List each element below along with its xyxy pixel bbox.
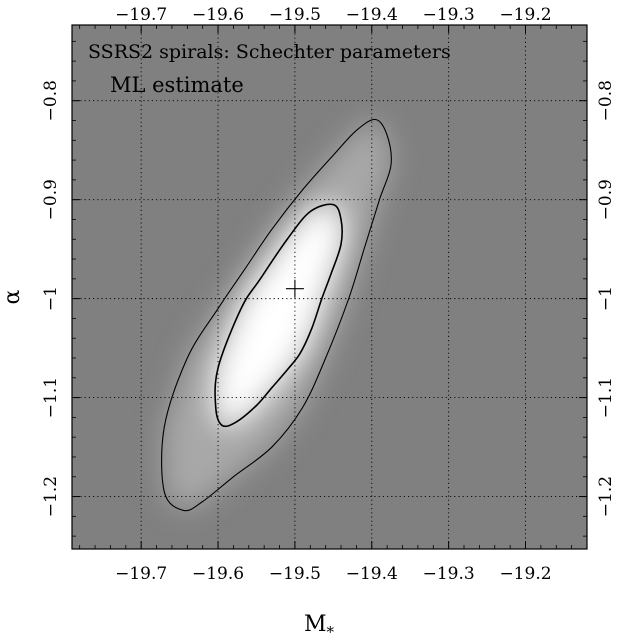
axis-ticks: −19.7 −19.7 −19.6 −19.6 −19.5 −19.5 −19.4 −19.4… [41,5,616,584]
y-tick-label-left: −0.9 [41,179,61,220]
y-tick-label-right: −1 [596,286,616,311]
chart-title: SSRS2 spirals: Schechter parameters [88,41,451,63]
x-tick-label-top: −19.6 [192,5,244,25]
y-tick-label-right: −0.8 [596,80,616,121]
x-tick-label-bottom: −19.3 [423,564,475,584]
x-tick-label-bottom: −19.5 [269,564,321,584]
x-tick-label-top: −19.5 [269,5,321,25]
y-tick-label-right: −1.2 [596,476,616,517]
contour-outer [161,118,392,512]
gridlines [72,25,587,549]
likelihood-heatmap [164,119,391,511]
y-tick-label-left: −0.8 [41,80,61,121]
best-fit-marker [285,279,304,298]
contours [161,118,392,512]
y-tick-label-left: −1.1 [41,377,61,418]
x-axis-label: M* [304,612,335,639]
y-tick-label-left: −1 [41,286,61,311]
x-tick-label-top: −19.2 [499,5,551,25]
chart-subtitle: ML estimate [110,73,244,97]
x-axis-label-main: M [304,612,327,637]
x-tick-label-bottom: −19.2 [499,564,551,584]
y-axis-label: α [0,289,25,304]
x-tick-label-bottom: −19.7 [115,564,167,584]
contour-inner [214,203,343,428]
x-tick-label-top: −19.3 [423,5,475,25]
plot-frame [71,24,588,550]
heatmap-peak [230,232,329,366]
x-tick-label-bottom: −19.6 [192,564,244,584]
x-tick-label-top: −19.7 [115,5,167,25]
x-axis-label-subscript: * [327,623,335,639]
x-tick-label-top: −19.4 [346,5,398,25]
x-tick-label-bottom: −19.4 [346,564,398,584]
y-tick-label-right: −1.1 [596,377,616,418]
y-tick-label-right: −0.9 [596,179,616,220]
y-tick-label-left: −1.2 [41,476,61,517]
